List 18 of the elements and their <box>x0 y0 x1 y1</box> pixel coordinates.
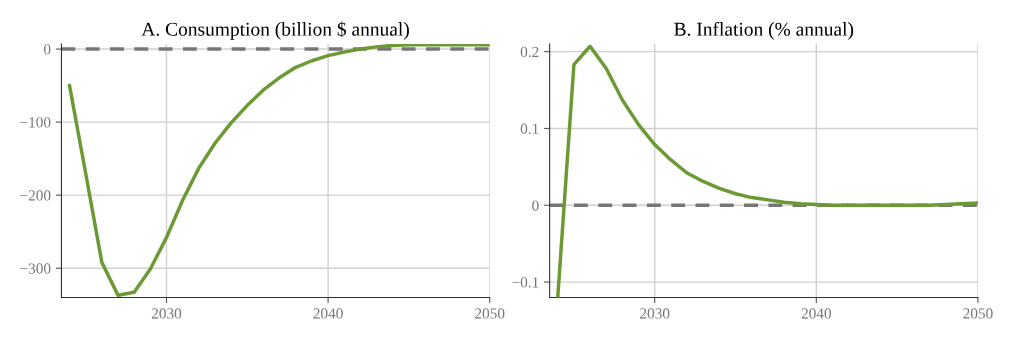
y-tick-label: 0 <box>532 200 539 211</box>
y-tick-label: 0.2 <box>520 46 539 58</box>
x-tick-label: 2040 <box>801 308 832 319</box>
y-tick-label: −200 <box>20 190 51 201</box>
chart-title: B. Inflation (% annual) <box>674 21 854 40</box>
y-tick-label: 0.1 <box>520 123 539 134</box>
y-tick-label: −300 <box>20 263 51 274</box>
x-tick-label: 2050 <box>475 308 505 319</box>
y-tick-label: 0 <box>43 44 51 55</box>
chart-title: A. Consumption (billion $ annual) <box>141 21 409 40</box>
line-series <box>67 43 490 297</box>
line-series <box>556 44 978 298</box>
x-tick-label: 2030 <box>640 308 670 319</box>
x-tick-label: 2050 <box>963 308 993 319</box>
x-tick-label: 2030 <box>151 308 182 319</box>
y-tick-label: −0.1 <box>512 277 539 288</box>
y-tick-label: −100 <box>20 117 51 128</box>
x-tick-label: 2040 <box>313 308 343 319</box>
